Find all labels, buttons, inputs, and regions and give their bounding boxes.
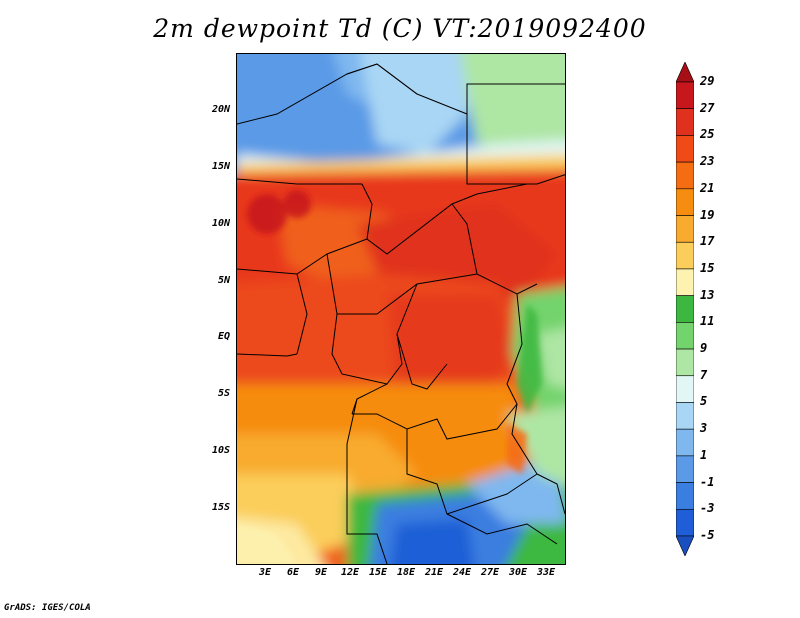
lat-label: 5S: [217, 388, 230, 399]
colorbar-level-label: 23: [700, 154, 715, 169]
colorbar-level-label: 17: [700, 234, 715, 249]
colorbar: [676, 62, 694, 556]
lat-label: 15N: [211, 161, 230, 172]
lat-label: 10S: [211, 445, 230, 456]
lon-label: 27E: [480, 567, 500, 578]
colorbar-swatch: [676, 348, 694, 377]
colorbar-swatch: [676, 161, 694, 190]
colorbar-level-label: 25: [700, 127, 715, 142]
lat-label: EQ: [217, 331, 230, 342]
colorbar-level-label: -3: [700, 501, 715, 516]
lon-label: 21E: [424, 567, 444, 578]
colorbar-level-label: -5: [700, 528, 715, 542]
colorbar-level-label: 7: [700, 367, 708, 382]
colorbar-level-label: 9: [700, 341, 708, 356]
dewpoint-map: [236, 53, 566, 565]
map-title: 2m dewpoint Td (C) VT:2019092400: [153, 14, 647, 43]
colorbar-level-label: 15: [700, 260, 715, 275]
lat-label: 5N: [217, 275, 230, 286]
colorbar-level-label: 1: [700, 447, 708, 462]
lat-label: 20N: [211, 104, 230, 115]
colorbar-swatch: [676, 241, 694, 270]
colorbar-swatch: [676, 295, 694, 323]
colorbar-level-label: 3: [700, 421, 708, 436]
colorbar-swatch: [676, 268, 694, 296]
colorbar-swatch: [676, 482, 694, 510]
colorbar-swatch: [676, 402, 694, 430]
lon-label: 12E: [340, 567, 360, 578]
colorbar-level-label: 11: [700, 314, 715, 329]
colorbar-level-label: 13: [700, 287, 715, 302]
lon-label: 24E: [452, 567, 472, 578]
colorbar-level-label: 27: [700, 100, 715, 115]
lon-label: 30E: [508, 567, 528, 578]
colorbar-level-label: 19: [700, 207, 715, 222]
colorbar-swatch: [676, 81, 694, 110]
colorbar-swatch: [676, 135, 694, 163]
lon-label: 3E: [258, 567, 272, 578]
colorbar-swatch: [676, 455, 694, 483]
credit-text: GrADS: IGES/COLA: [4, 603, 91, 613]
colorbar-swatch: [676, 188, 694, 216]
colorbar-swatch: [676, 62, 694, 83]
colorbar-swatch: [676, 508, 694, 537]
lat-label: 10N: [211, 218, 230, 229]
lon-label: 33E: [536, 567, 556, 578]
colorbar-level-label: 29: [700, 74, 715, 88]
colorbar-level-label: -1: [700, 474, 715, 489]
lon-label: 9E: [314, 567, 328, 578]
colorbar-swatch: [676, 215, 694, 243]
lon-label: 15E: [368, 567, 388, 578]
colorbar-swatch: [676, 108, 694, 136]
colorbar-swatch: [676, 535, 694, 556]
colorbar-swatch: [676, 375, 694, 403]
lat-label: 15S: [211, 502, 230, 513]
colorbar-level-label: 21: [700, 180, 715, 195]
colorbar-swatch: [676, 428, 694, 457]
lon-label: 6E: [286, 567, 300, 578]
lon-label: 18E: [396, 567, 416, 578]
colorbar-swatch: [676, 322, 694, 350]
colorbar-level-label: 5: [700, 394, 708, 409]
